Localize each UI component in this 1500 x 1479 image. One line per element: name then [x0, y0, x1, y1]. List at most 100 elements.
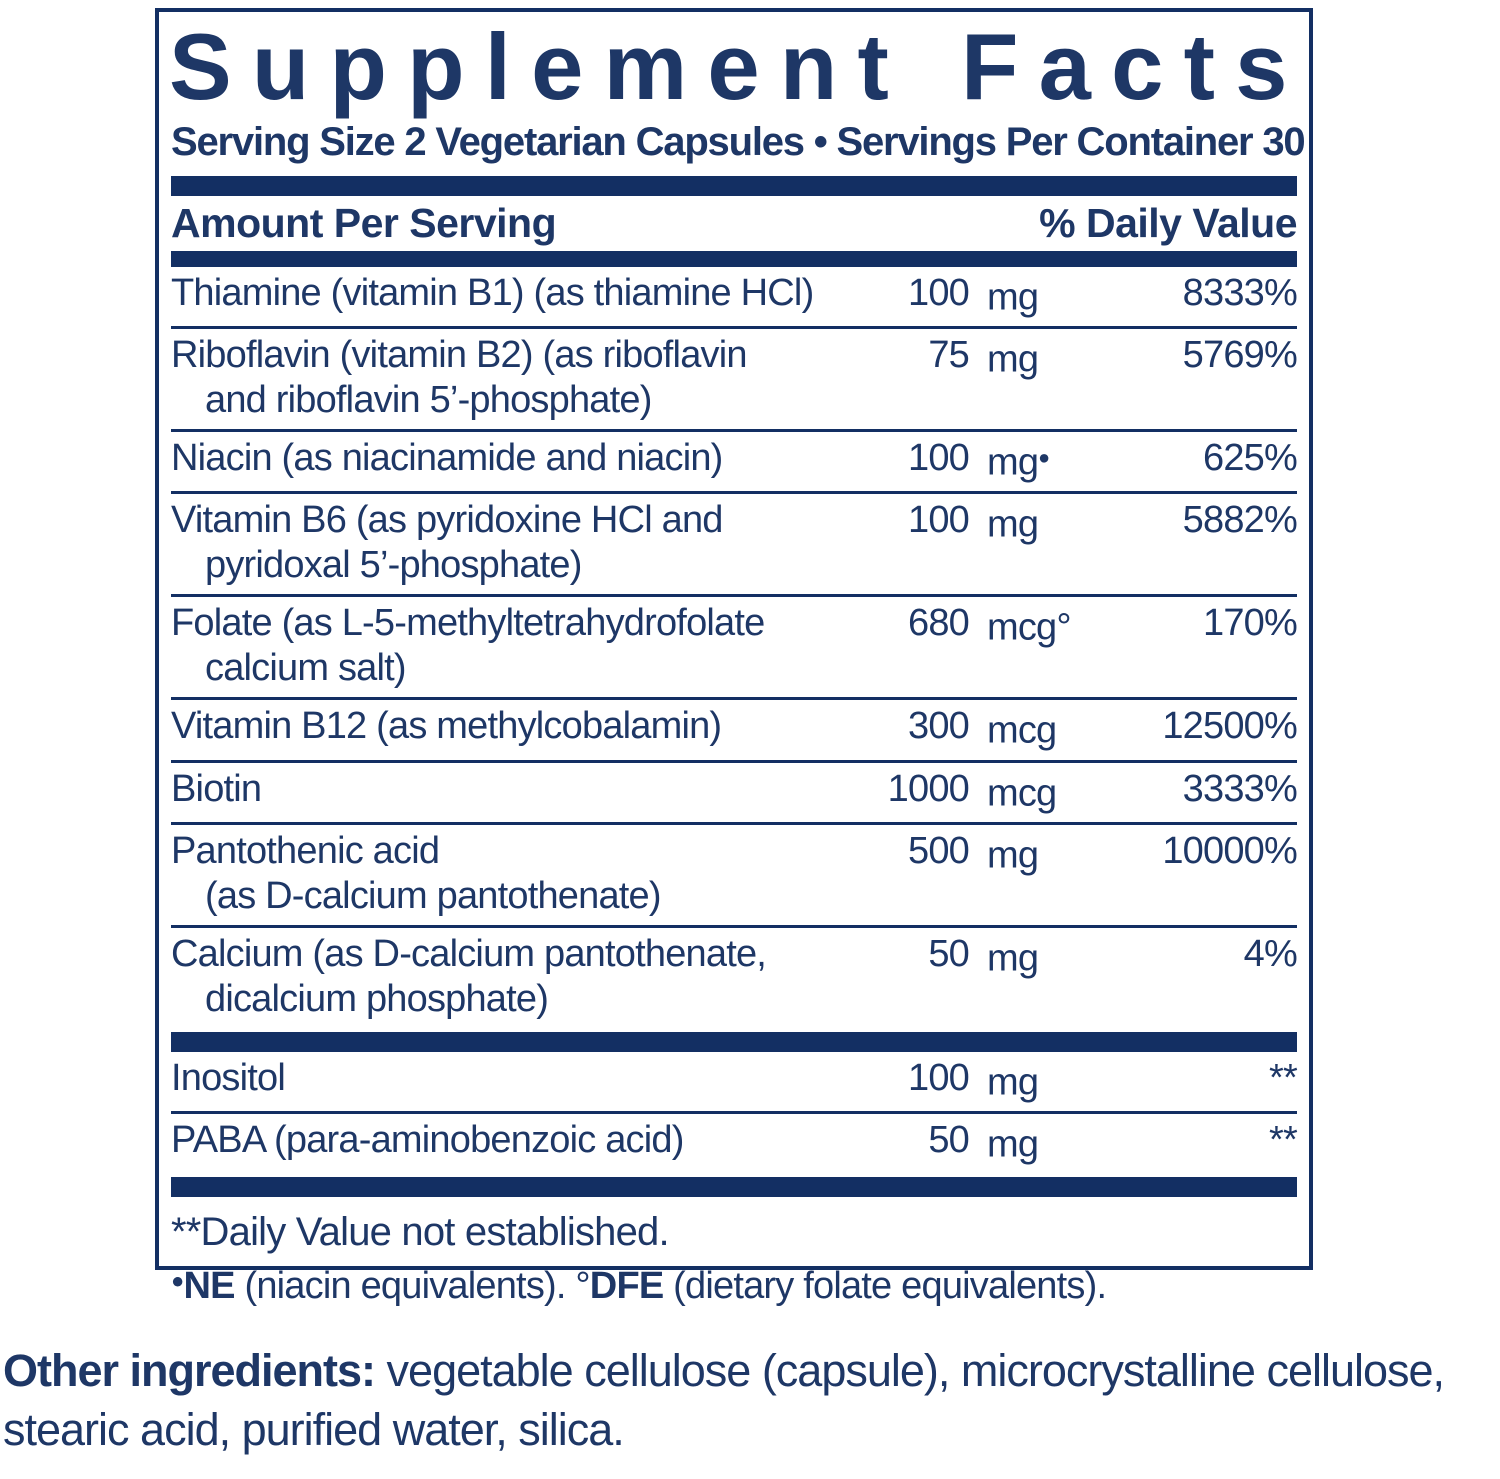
nutrient-name-line2: and riboflavin 5’-phosphate): [205, 379, 652, 422]
nutrient-row: Vitamin B12 (as methylcobalamin) 300 mcg…: [171, 700, 1298, 763]
nutrient-name: Riboflavin (vitamin B2) (as riboflavin a…: [171, 333, 874, 423]
nutrient-amount-unit: mg: [987, 932, 1107, 981]
supplement-facts-title: Supplement Facts: [169, 14, 1308, 119]
nutrient-name-line1: Folate (as L-5-methyltetrahydrofolate: [171, 602, 765, 645]
nutrient-name-line2: (as D-calcium pantothenate): [205, 874, 662, 917]
unit-text: mg: [987, 1061, 1039, 1104]
nutrient-amount-unit: mg: [987, 333, 1107, 382]
nutrient-name: Folate (as L-5-methyltetrahydrofolate ca…: [171, 601, 874, 691]
nutrient-amount-value: 300: [907, 705, 970, 748]
nutrient-daily-value: 4%: [1243, 932, 1298, 975]
unit-text: mg: [987, 441, 1039, 484]
divider-bar-header: [171, 250, 1297, 267]
nutrient-amount-value: 50: [928, 1119, 969, 1162]
other-ingredients-label: Other ingredients:: [3, 1345, 376, 1396]
other-ingredients-text: vegetable cellulose (capsule), microcrys…: [3, 1345, 1445, 1455]
nutrient-daily-value: 3333%: [1182, 767, 1298, 810]
nutrient-name-line1: Thiamine (vitamin B1) (as thiamine HCl): [171, 271, 814, 314]
nutrient-name-line2: calcium salt): [205, 647, 407, 690]
nutrient-amount-unit: mg: [987, 1118, 1107, 1167]
nutrient-amount-value: 100: [907, 437, 970, 480]
nutrient-row: Inositol 100 mg **: [171, 1052, 1298, 1115]
nutrient-name: Vitamin B12 (as methylcobalamin): [171, 704, 874, 749]
nutrient-name: Niacin (as niacinamide and niacin): [171, 436, 874, 481]
nutrient-amount-unit: mg: [987, 498, 1107, 547]
nutrient-name-line1: Inositol: [171, 1056, 286, 1099]
nutrient-amount-value: 680: [907, 602, 970, 645]
unit-text: mg: [987, 1123, 1039, 1166]
nutrient-name-line1: Vitamin B6 (as pyridoxine HCl and: [171, 499, 723, 542]
nutrient-name: Inositol: [171, 1056, 874, 1101]
divider-bar-top: [171, 175, 1297, 196]
nutrient-amount-value: 1000: [887, 767, 970, 810]
nutrient-daily-value: 8333%: [1182, 271, 1298, 314]
footnote-niacin-text: (niacin equivalents). °: [234, 1265, 590, 1308]
footnote-ne-abbrev: NE: [183, 1265, 236, 1308]
nutrient-daily-value: 5882%: [1182, 499, 1298, 542]
bullet-symbol: ●: [171, 1268, 184, 1294]
nutrient-amount-unit: mcg: [987, 767, 1107, 816]
footnote-folate-text: (dietary folate equivalents).: [663, 1265, 1107, 1308]
nutrient-row: Riboflavin (vitamin B2) (as riboflavin a…: [171, 329, 1298, 433]
nutrient-daily-value: 170%: [1203, 602, 1298, 645]
table-column-header: Amount Per Serving % Daily Value: [171, 196, 1297, 251]
other-ingredients-paragraph: Other ingredients: vegetable cellulose (…: [3, 1342, 1498, 1459]
nutrient-amount-value: 50: [928, 932, 969, 975]
unit-text: mg: [987, 338, 1039, 381]
nutrient-name: Thiamine (vitamin B1) (as thiamine HCl): [171, 271, 874, 316]
nutrient-amount-unit: mg: [987, 271, 1107, 320]
nutrient-row: PABA (para-aminobenzoic acid) 50 mg **: [171, 1114, 1298, 1173]
amount-footnote-symbol: ●: [1038, 447, 1051, 470]
nutrient-name-line1: Niacin (as niacinamide and niacin): [171, 437, 723, 480]
nutrient-amount-value: 100: [907, 271, 970, 314]
daily-value-header: % Daily Value: [1039, 199, 1297, 246]
nutrient-row: Thiamine (vitamin B1) (as thiamine HCl) …: [171, 267, 1298, 330]
nutrient-name: PABA (para-aminobenzoic acid): [171, 1118, 874, 1163]
nutrient-name-line1: PABA (para-aminobenzoic acid): [171, 1119, 684, 1162]
nutrient-name-line1: Calcium (as D-calcium pantothenate,: [171, 932, 767, 975]
serving-size-line: Serving Size 2 Vegetarian Capsules • Ser…: [171, 119, 1306, 164]
unit-text: mg: [987, 276, 1039, 319]
nutrient-daily-value: 10000%: [1162, 829, 1297, 872]
nutrient-amount-value: 100: [907, 499, 970, 542]
nutrient-amount-unit: mg●: [987, 436, 1107, 485]
nutrient-name-line2: pyridoxal 5’-phosphate): [205, 544, 582, 587]
nutrient-daily-value: **: [1269, 1119, 1298, 1162]
nutrient-daily-value: 12500%: [1162, 705, 1297, 748]
section-divider-bar: [171, 1177, 1297, 1198]
amount-per-serving-header: Amount Per Serving: [171, 199, 557, 246]
section-divider-bar: [171, 1031, 1297, 1052]
nutrient-name: Vitamin B6 (as pyridoxine HCl and pyrido…: [171, 498, 874, 588]
nutrient-amount-unit: mg: [987, 1056, 1107, 1105]
nutrient-amount-value: 500: [907, 829, 970, 872]
nutrient-name-line1: Vitamin B12 (as methylcobalamin): [171, 705, 722, 748]
footnote-equivalents: ●NE (niacin equivalents). °DFE (dietary …: [171, 1257, 1297, 1310]
nutrient-name: Calcium (as D-calcium pantothenate, dica…: [171, 932, 874, 1022]
footnote-daily-value: **Daily Value not established.: [171, 1210, 670, 1255]
nutrient-daily-value: 5769%: [1182, 334, 1298, 377]
nutrient-amount-unit: mcg: [987, 704, 1107, 753]
unit-text: mcg: [987, 771, 1057, 814]
nutrient-name: Biotin: [171, 767, 874, 812]
footnote-dfe-abbrev: DFE: [589, 1265, 664, 1308]
nutrient-name-line1: Pantothenic acid: [171, 829, 440, 872]
footnotes: **Daily Value not established. ●NE (niac…: [171, 1197, 1297, 1310]
unit-text: mg: [987, 937, 1039, 980]
nutrient-daily-value: **: [1269, 1056, 1298, 1099]
nutrient-name-line2: dicalcium phosphate): [205, 977, 549, 1020]
unit-text: mg: [987, 503, 1039, 546]
nutrient-name-line1: Biotin: [171, 767, 262, 810]
nutrient-row: Vitamin B6 (as pyridoxine HCl and pyrido…: [171, 494, 1298, 598]
nutrient-name: Pantothenic acid (as D-calcium pantothen…: [171, 829, 874, 919]
nutrient-daily-value: 625%: [1203, 437, 1298, 480]
nutrient-row: Biotin 1000 mcg 3333%: [171, 763, 1298, 825]
nutrient-row: Calcium (as D-calcium pantothenate, dica…: [171, 928, 1298, 1028]
supplement-facts-panel: Supplement Facts Serving Size 2 Vegetari…: [155, 8, 1313, 1307]
nutrient-rows: Thiamine (vitamin B1) (as thiamine HCl) …: [171, 267, 1298, 1198]
unit-text: mcg: [987, 709, 1057, 752]
nutrient-name-line1: Riboflavin (vitamin B2) (as riboflavin: [171, 334, 748, 377]
nutrient-amount-unit: mcg°: [987, 601, 1107, 650]
unit-text: mg: [987, 834, 1039, 877]
nutrient-row: Folate (as L-5-methyltetrahydrofolate ca…: [171, 597, 1298, 701]
nutrient-row: Niacin (as niacinamide and niacin) 100 m…: [171, 432, 1298, 495]
